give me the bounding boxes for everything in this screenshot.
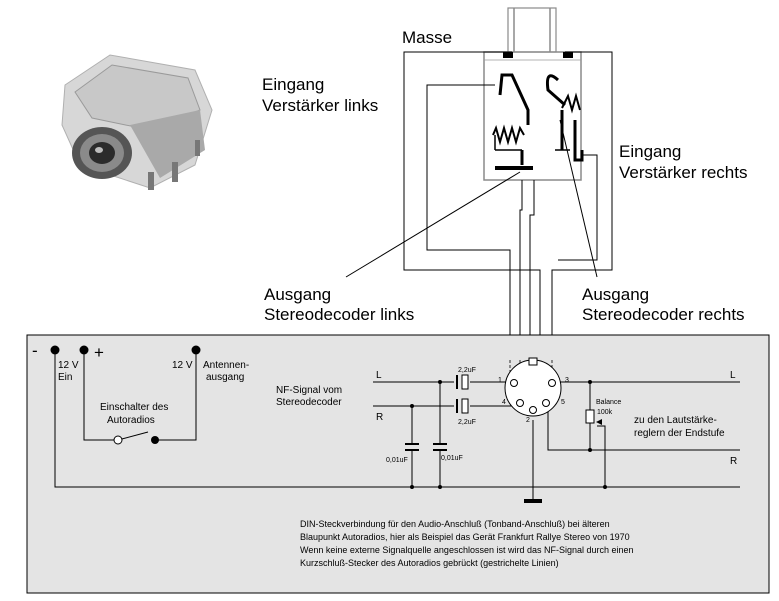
input-left-label-1: Eingang xyxy=(262,75,324,94)
description-line-4: Kurzschluß-Stecker des Autoradios gebrüc… xyxy=(300,558,559,568)
din-socket xyxy=(504,357,562,417)
circuit-panel xyxy=(26,334,770,594)
output-left-label-2: Stereodecoder links xyxy=(264,305,414,324)
description-line-1: DIN-Steckverbindung für den Audio-Anschl… xyxy=(300,519,610,529)
r-input-label: R xyxy=(376,412,383,423)
din-pin-1: 1 xyxy=(498,377,502,384)
din-pin-4: 4 xyxy=(502,399,506,406)
power-terminals xyxy=(50,345,201,444)
balance-label-1: Balance xyxy=(596,399,621,406)
switch-label-1: Einschalter des xyxy=(100,402,168,413)
description-line-3: Wenn keine externe Signalquelle angeschl… xyxy=(300,545,634,555)
cap-small-label-2: 0,01uF xyxy=(441,455,463,462)
ground-symbol xyxy=(524,499,542,503)
l-input-label: L xyxy=(376,370,382,381)
nf-signal-label-2: Stereodecoder xyxy=(276,397,342,408)
balance-potentiometer xyxy=(585,409,602,425)
small-capacitors xyxy=(405,443,447,451)
input-right-label-1: Eingang xyxy=(619,142,681,161)
v12-antenna-label: 12 V xyxy=(172,360,193,371)
r-output-label: R xyxy=(730,456,737,467)
balance-label-2: 100k xyxy=(597,409,613,416)
circuit-wiring xyxy=(54,350,740,500)
din-pin-5: 5 xyxy=(561,399,565,406)
din-pin-3: 3 xyxy=(565,377,569,384)
cap-top-label: 2,2uF xyxy=(458,367,476,374)
din-pin-2: 2 xyxy=(526,417,530,424)
input-right-label-2: Verstärker rechts xyxy=(619,163,748,182)
v12-ein-label-1: 12 V xyxy=(58,360,79,371)
masse-label: Masse xyxy=(402,28,452,47)
description-line-2: Blaupunkt Autoradios, hier als Beispiel … xyxy=(300,532,630,542)
output-right-label-2: Stereodecoder rechts xyxy=(582,305,745,324)
v12-ein-label-2: Ein xyxy=(58,372,72,383)
plus-label: + xyxy=(94,343,104,362)
jack-connector-symbol xyxy=(483,7,584,181)
cap-small-label-1: 0,01uF xyxy=(386,457,408,464)
output-right-label-1: Ausgang xyxy=(582,285,649,304)
l-output-label: L xyxy=(730,370,736,381)
minus-label: - xyxy=(32,341,38,360)
cap-bottom-label: 2,2uF xyxy=(458,419,476,426)
nf-signal-label-1: NF-Signal vom xyxy=(276,385,342,396)
jack-wiring xyxy=(345,51,613,370)
junction-dots xyxy=(410,380,607,489)
antenna-label-2: ausgang xyxy=(206,372,244,383)
volume-label-1: zu den Lautstärke- xyxy=(634,415,717,426)
output-left-label-1: Ausgang xyxy=(264,285,331,304)
jack-socket-photo xyxy=(61,54,213,190)
switch-label-2: Autoradios xyxy=(107,415,155,426)
switch-contact xyxy=(113,435,123,445)
coupling-capacitors xyxy=(456,374,469,414)
volume-label-2: reglern der Endstufe xyxy=(634,428,725,439)
input-left-label-2: Verstärker links xyxy=(262,96,378,115)
antenna-label-1: Antennen- xyxy=(203,360,249,371)
